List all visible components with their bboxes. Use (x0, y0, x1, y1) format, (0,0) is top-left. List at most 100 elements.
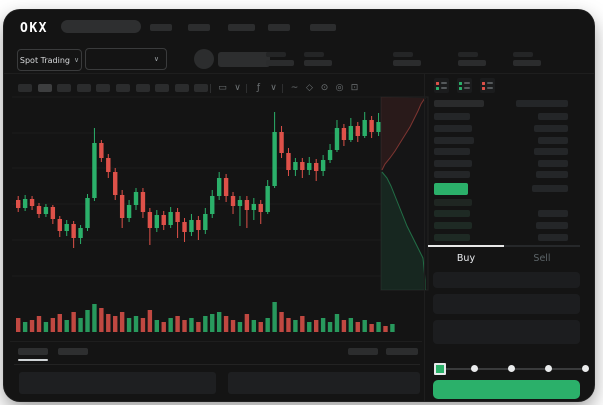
bottom-panel (228, 372, 420, 394)
bottom-action[interactable] (348, 348, 378, 355)
ask-row-amount[interactable] (534, 125, 568, 132)
price-input[interactable] (433, 272, 580, 288)
interval-button[interactable] (155, 84, 170, 92)
volume-bar (182, 320, 187, 332)
bid-row-amount[interactable] (538, 210, 568, 217)
candlestick-chart[interactable] (4, 10, 594, 401)
candle (189, 220, 194, 232)
interval-button[interactable] (135, 84, 150, 92)
nav-item[interactable] (228, 24, 255, 31)
avatar[interactable] (194, 49, 214, 69)
slider-stop[interactable] (582, 365, 589, 372)
line-tool-icon[interactable]: ~ (290, 83, 299, 93)
interval-button[interactable] (174, 84, 189, 92)
candle (161, 215, 166, 225)
slider-stop[interactable] (471, 365, 478, 372)
ask-row-price[interactable] (434, 113, 470, 120)
order-book-header-price[interactable] (434, 100, 484, 107)
ask-row-price[interactable] (434, 137, 474, 144)
ask-row-price[interactable] (434, 160, 472, 167)
candle (320, 160, 326, 171)
amount-input[interactable] (433, 294, 580, 314)
camera-icon[interactable]: ⊙ (320, 83, 329, 93)
chart-type-icon[interactable]: ▭ (218, 83, 227, 93)
bid-row-price[interactable] (434, 234, 470, 241)
bid-row-price[interactable] (434, 222, 472, 229)
volume-bar (300, 316, 305, 332)
nav-item[interactable] (268, 24, 290, 31)
candle (140, 192, 146, 212)
ask-row-amount[interactable] (534, 148, 568, 155)
nav-item[interactable] (310, 24, 336, 31)
volume-bar (29, 320, 35, 332)
candle (113, 172, 118, 195)
stat-label (304, 52, 324, 57)
volume-bar (369, 324, 374, 332)
ask-row-amount[interactable] (538, 113, 568, 120)
ask-row-price[interactable] (434, 171, 470, 178)
order-book-header-amount[interactable] (516, 100, 568, 107)
interval-button[interactable] (116, 84, 130, 92)
book-combined-icon[interactable] (434, 78, 449, 93)
slider-stop[interactable] (545, 365, 552, 372)
candle (265, 186, 270, 212)
candle (119, 195, 125, 218)
ask-row-price[interactable] (434, 148, 470, 155)
interval-button[interactable] (37, 84, 52, 92)
header-action-button[interactable] (218, 52, 270, 67)
ask-row-amount[interactable] (538, 160, 568, 167)
divider (424, 74, 425, 401)
nav-item[interactable] (188, 24, 210, 31)
bottom-action[interactable] (386, 348, 418, 355)
draw-tool-icon[interactable]: ◇ (306, 83, 313, 93)
last-price-row-amount[interactable] (532, 185, 568, 192)
candle (154, 215, 159, 228)
market-type-dropdown[interactable]: Spot Trading ∨ (17, 49, 82, 71)
bottom-tab[interactable] (18, 348, 48, 355)
ask-row-price[interactable] (434, 125, 472, 132)
bid-row-price[interactable] (434, 210, 470, 217)
candle (230, 196, 236, 206)
replay-icon[interactable]: ◎ (335, 83, 344, 93)
candle (57, 219, 62, 231)
candle (50, 207, 56, 219)
depth-asks-line (381, 97, 426, 171)
pair-selector-dropdown[interactable]: ∨ (85, 48, 167, 70)
volume-bar (244, 314, 250, 332)
volume-bar (22, 322, 28, 332)
chevron-down-icon[interactable]: ∨ (234, 83, 241, 93)
volume-bar (320, 318, 326, 332)
fullscreen-icon[interactable]: ⊡ (350, 83, 359, 93)
nav-item[interactable] (150, 24, 172, 31)
candle (16, 200, 21, 208)
tab-buy[interactable]: Buy (428, 245, 504, 270)
bottom-tab[interactable] (58, 348, 88, 355)
volume-bar (161, 322, 166, 332)
orderbook-view-toggles (434, 78, 495, 93)
buy-submit-button[interactable] (433, 380, 580, 399)
total-input[interactable] (433, 320, 580, 344)
slider-handle[interactable] (434, 363, 446, 375)
indicators-icon[interactable]: ƒ (256, 83, 261, 93)
tab-sell[interactable]: Sell (504, 245, 580, 270)
ask-row-amount[interactable] (538, 137, 568, 144)
last-price-badge[interactable] (434, 183, 468, 195)
interval-button[interactable] (18, 84, 32, 92)
chevron-down-icon[interactable]: ∨ (270, 83, 277, 93)
interval-button[interactable] (76, 84, 91, 92)
interval-button[interactable] (57, 84, 72, 92)
ask-row-amount[interactable] (536, 171, 568, 178)
volume-bar (189, 318, 194, 332)
interval-button[interactable] (194, 84, 209, 92)
candle (244, 200, 250, 210)
slider-stop[interactable] (508, 365, 515, 372)
interval-button[interactable] (96, 84, 111, 92)
book-bids-icon[interactable] (457, 78, 472, 93)
book-asks-icon[interactable] (480, 78, 495, 93)
bid-row-amount[interactable] (536, 222, 568, 229)
volume-bar (99, 308, 104, 332)
bid-row-amount[interactable] (538, 234, 568, 241)
volume-bar (313, 320, 319, 332)
search-input[interactable] (61, 20, 141, 33)
candle (279, 132, 284, 153)
